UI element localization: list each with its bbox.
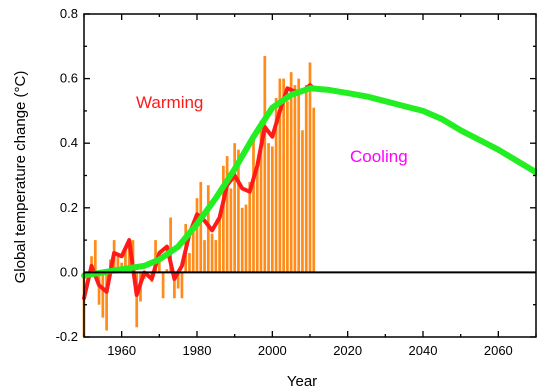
bar-1988 <box>225 156 229 273</box>
bar-1992 <box>240 207 244 273</box>
bar-1953 <box>93 240 97 273</box>
bar-1996 <box>255 165 259 273</box>
x-tick-label-1960: 1960 <box>107 343 136 358</box>
x-tick-label-2060: 2060 <box>484 343 513 358</box>
bar-1995 <box>252 133 255 273</box>
bar-2010 <box>308 62 312 273</box>
series-line-2 <box>81 85 537 279</box>
ticks-layer: 1960 1980 2000 2020 2040 2060 -0.2 0.0 0.2 0.4 0.6… <box>56 6 537 358</box>
bar-2004 <box>286 101 289 273</box>
bar-1964 <box>135 272 139 328</box>
bar-1983 <box>206 185 210 273</box>
bar-1972 <box>165 269 169 273</box>
y-tick-label-3: 0.4 <box>60 135 78 150</box>
bar-1971 <box>161 272 165 299</box>
bar-1969 <box>154 240 157 273</box>
bar-1959 <box>116 253 120 273</box>
bar-1982 <box>203 240 206 273</box>
bar-1987 <box>222 165 225 273</box>
bar-1999 <box>267 143 270 273</box>
bar-1991 <box>237 149 240 273</box>
x-tick-label-1980: 1980 <box>183 343 212 358</box>
bar-1993 <box>244 204 248 273</box>
x-tick-label-2040: 2040 <box>409 343 438 358</box>
annotation-warming: Warming <box>136 93 203 112</box>
lines-layer <box>81 83 537 301</box>
bar-1989 <box>229 188 233 273</box>
bar-1975 <box>176 272 180 289</box>
bar-2005 <box>289 72 293 273</box>
bar-1976 <box>180 272 184 299</box>
bar-1990 <box>233 143 237 273</box>
y-tick-label-4: 0.6 <box>60 71 78 86</box>
x-axis-title: Year <box>287 373 317 390</box>
bar-1973 <box>169 217 172 273</box>
y-tick-label-1: 0.0 <box>60 264 78 279</box>
bar-2007 <box>297 78 301 273</box>
bar-1962 <box>127 240 131 273</box>
bar-2009 <box>304 85 308 273</box>
bar-2002 <box>278 78 282 273</box>
y-tick-label-0: -0.2 <box>56 329 78 344</box>
bar-1981 <box>199 181 203 273</box>
bar-1984 <box>210 233 214 273</box>
y-tick-label-5: 0.8 <box>60 6 78 21</box>
bar-1986 <box>218 214 221 273</box>
bar-2001 <box>274 97 278 273</box>
bar-2003 <box>282 78 285 273</box>
bar-1985 <box>214 240 218 273</box>
bar-1997 <box>259 120 263 273</box>
bar-1980 <box>195 198 199 273</box>
bar-1994 <box>248 181 252 273</box>
y-axis-title: Global temperature change (°C) <box>12 71 29 284</box>
annotation-cooling: Cooling <box>350 147 408 166</box>
x-tick-label-2000: 2000 <box>258 343 287 358</box>
bar-1955 <box>101 272 105 318</box>
bar-1956 <box>105 272 108 331</box>
bar-1979 <box>191 223 195 273</box>
bar-1978 <box>188 253 191 273</box>
bar-2008 <box>301 130 304 273</box>
bar-1970 <box>157 256 161 273</box>
bar-2011 <box>312 107 316 273</box>
bar-1998 <box>263 55 267 273</box>
x-tick-label-2020: 2020 <box>333 343 362 358</box>
bar-1961 <box>124 246 127 273</box>
bar-1974 <box>173 272 176 299</box>
bar-2000 <box>270 146 274 273</box>
y-tick-label-2: 0.2 <box>60 200 78 215</box>
bar-1954 <box>97 272 101 305</box>
bar-2006 <box>293 85 297 273</box>
